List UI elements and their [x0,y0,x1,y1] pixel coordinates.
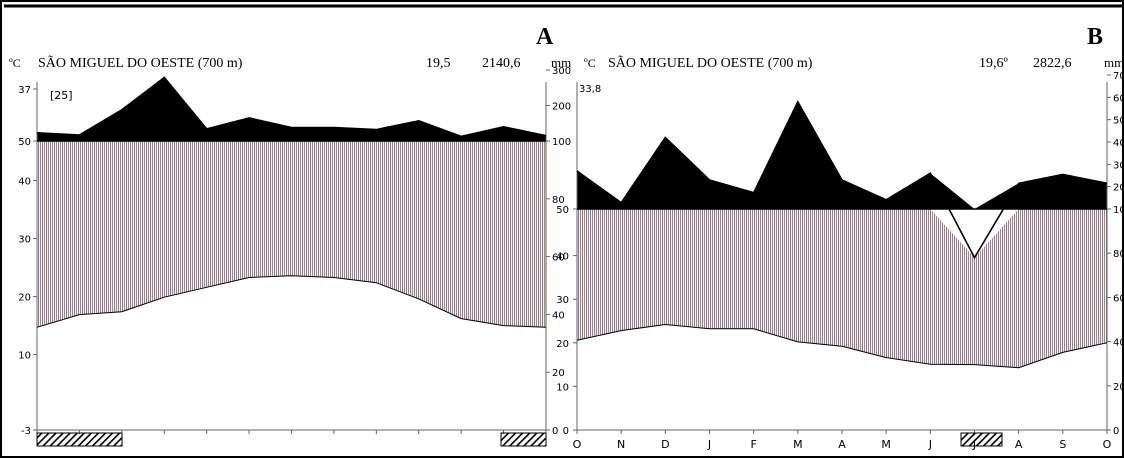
right-tick-label-a: 100 [552,137,571,148]
left-tick-label-b: 50 [556,205,569,216]
month-label: A [1015,438,1023,451]
precipitation-line-a [36,76,547,138]
temperature-line-a [36,275,547,328]
frost-bar-a [36,432,123,447]
month-label: J [928,438,932,451]
right-tick-label-b: 400 [1113,138,1124,149]
frost-bar-b [960,432,1003,447]
panel-b-station: SÃO MIGUEL DO OESTE (700 m) [608,55,813,71]
month-label: S [1059,438,1066,451]
temperature-line-b [576,323,1108,369]
right-tick-label-a: 300 [552,66,571,77]
panel-b-temp-unit: ºC [584,56,596,70]
panel-a-station: SÃO MIGUEL DO OESTE (700 m) [38,55,243,71]
right-tick-label-a: 20 [552,368,565,379]
month-label: M [881,438,891,451]
precipitation-line-b [576,100,1108,260]
right-tick-label-b: 40 [1113,338,1124,349]
panel-a-mean-temp: 19,5 [426,56,451,71]
panel-a-years-note: [25] [50,89,73,102]
frost-bar-a [500,432,547,447]
right-tick-label-a: 40 [552,310,565,321]
left-tick-label-a: 37 [18,85,31,96]
right-tick-label-b: 60 [1113,293,1124,304]
panel-b-precip-unit: mm [1104,55,1124,70]
panel-a-temp-unit: ºC [9,56,21,70]
left-tick-label-b: 10 [556,382,569,393]
left-tick-label-b: 20 [556,339,569,350]
right-tick-label-b: 100 [1113,205,1124,216]
humid-area-a [37,141,546,328]
superhumid-area-b [577,101,1107,209]
panel-b-mean-temp: 19,6º [979,56,1009,71]
right-tick-label-a: 80 [552,195,565,206]
right-tick-label-b: 300 [1113,160,1124,171]
right-tick-label-b: 200 [1113,183,1124,194]
right-tick-label-b: 20 [1113,382,1124,393]
month-label: M [793,438,803,451]
month-label: O [1103,438,1112,451]
panel-b: 5040302010070060050040030020010080604020… [556,24,1124,451]
right-tick-label-b: 0 [1113,426,1119,437]
right-tick-label-b: 600 [1113,93,1124,104]
month-label: A [838,438,846,451]
month-label: O [573,438,582,451]
left-tick-label-a: 30 [18,235,31,246]
left-tick-label-b: 40 [556,252,569,263]
left-tick-label-a: 10 [18,351,31,362]
left-tick-label-a: 20 [18,293,31,304]
month-label: F [751,438,757,451]
right-tick-label-a: 200 [552,102,571,113]
left-tick-label-a: 40 [18,177,31,188]
month-label: D [661,438,669,451]
left-tick-label-a: 50 [18,137,31,148]
superhumid-area-a [37,77,546,141]
left-tick-label-b: 30 [556,295,569,306]
panel-a-letter: A [536,24,554,50]
panel-a-annual-precip: 2140,6 [482,56,521,71]
humid-area-b [577,209,1107,368]
left-tick-label-b: 0 [563,426,569,437]
month-label: J [707,438,711,451]
month-label: N [617,438,625,451]
right-tick-label-b: 500 [1113,116,1124,127]
left-tick-label-a: -3 [21,426,31,437]
right-tick-label-a: 0 [552,426,558,437]
panel-a-precip-unit: mm [551,55,571,70]
panel-b-annual-precip: 2822,6 [1033,56,1072,71]
right-tick-label-a: 60 [552,253,565,264]
panel-b-max-temp-label: 33,8 [579,84,601,95]
panel-b-letter: B [1087,24,1103,50]
right-tick-label-b: 700 [1113,71,1124,82]
right-tick-label-b: 80 [1113,249,1124,260]
